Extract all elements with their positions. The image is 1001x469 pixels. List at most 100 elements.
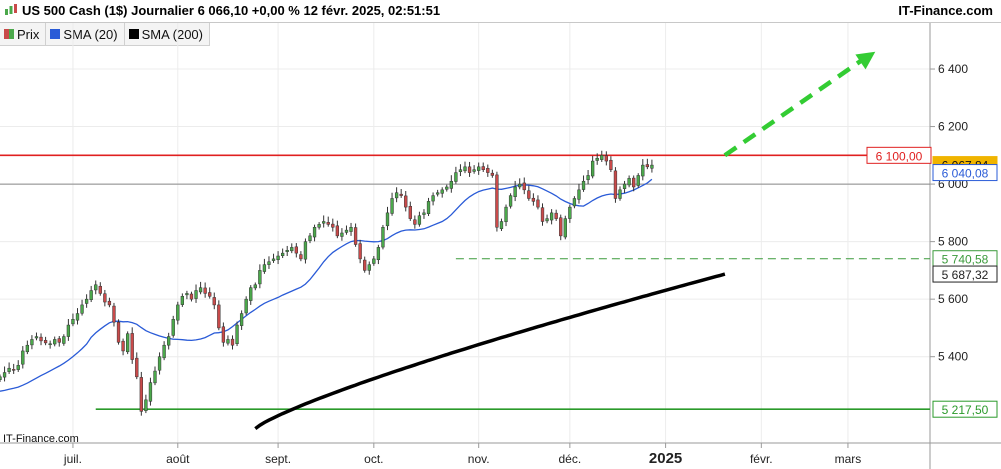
candle [554, 209, 558, 221]
candle [609, 156, 613, 173]
candle [258, 264, 262, 289]
candle [326, 216, 330, 227]
candle-body [622, 183, 627, 189]
candle-body [344, 229, 349, 233]
candle [294, 243, 298, 258]
candle [280, 248, 285, 259]
candle-body [472, 169, 476, 172]
candle [94, 280, 98, 295]
brand-label: IT-Finance.com [898, 3, 993, 18]
level-label: 6 040,08 [942, 167, 989, 181]
candle [194, 284, 198, 303]
candle [508, 193, 513, 209]
candle [404, 191, 408, 212]
candle [180, 293, 185, 307]
candle [595, 153, 599, 165]
candle-body [162, 344, 166, 359]
candle [244, 296, 248, 316]
candle [285, 245, 289, 257]
candle-body [559, 217, 563, 237]
price-candle-icon [4, 29, 14, 39]
candle [66, 319, 71, 341]
candle [2, 366, 7, 382]
candle-body [208, 292, 212, 297]
candle [353, 223, 358, 247]
candle-body [98, 285, 102, 294]
candle-body [116, 321, 121, 343]
candle-body [531, 197, 536, 202]
candle [399, 188, 403, 198]
candle-body [185, 293, 189, 296]
candle [408, 201, 412, 221]
candle [312, 224, 317, 242]
candle [75, 308, 80, 325]
candle [417, 211, 422, 227]
candle [454, 166, 458, 184]
candle-body [198, 287, 203, 293]
candle-body [435, 192, 440, 195]
candle-body [235, 324, 239, 345]
candle-body [53, 339, 57, 345]
candle [12, 363, 16, 374]
candles [0, 150, 654, 416]
candle [25, 340, 30, 355]
candle-body [148, 382, 153, 402]
candle [112, 302, 116, 327]
candle [522, 177, 526, 195]
candle [536, 195, 540, 210]
candle [176, 301, 180, 325]
sma200-line [254, 272, 726, 431]
candle-body [57, 338, 61, 343]
candle-body [504, 206, 508, 223]
sma20-line [0, 178, 653, 392]
candle [212, 292, 216, 310]
candle-body [176, 304, 180, 321]
candle [153, 366, 157, 386]
candle-body [467, 166, 472, 173]
candle [632, 175, 636, 192]
candle-body [486, 168, 490, 173]
level-labels: 6 100,006 067,846 040,085 740,585 687,32… [866, 146, 998, 418]
candle [344, 225, 349, 235]
candle-body [303, 241, 308, 260]
candle [572, 196, 577, 209]
candle [495, 171, 499, 232]
sma200-path [254, 272, 726, 431]
candle-body [139, 377, 143, 412]
y-tick-label: 6 200 [938, 120, 968, 134]
candle-body [48, 343, 52, 346]
candle [0, 374, 2, 383]
legend-item-sma200[interactable]: SMA (200) [124, 23, 210, 46]
watermark: IT-Finance.com [3, 433, 79, 445]
candle-body [271, 258, 276, 261]
candle [185, 290, 189, 300]
candle-body [107, 300, 112, 306]
candle-body [358, 243, 362, 260]
candle-body [440, 189, 444, 194]
candle-body [322, 221, 326, 224]
candle-body [641, 164, 645, 177]
candle [7, 362, 11, 374]
candle-body [239, 313, 244, 326]
y-tick-label: 5 600 [938, 292, 968, 306]
candle-body [376, 247, 381, 261]
candle-body [545, 218, 549, 222]
candle-body [632, 177, 636, 188]
candle-body [144, 399, 148, 412]
candle-body [449, 180, 453, 189]
legend-item-prix[interactable]: Prix [0, 23, 47, 46]
candle-body [609, 159, 613, 170]
y-tick-label: 5 800 [938, 235, 968, 249]
candle-body [7, 367, 11, 372]
candle [363, 256, 367, 273]
candle [440, 187, 444, 198]
candle [62, 334, 66, 346]
candle [262, 258, 267, 274]
legend-label: SMA (20) [63, 26, 118, 42]
legend-item-sma20[interactable]: SMA (20) [46, 23, 125, 46]
candle-body [258, 270, 262, 285]
candle-body [212, 297, 216, 306]
candle [477, 162, 481, 175]
candle-body [276, 255, 280, 261]
